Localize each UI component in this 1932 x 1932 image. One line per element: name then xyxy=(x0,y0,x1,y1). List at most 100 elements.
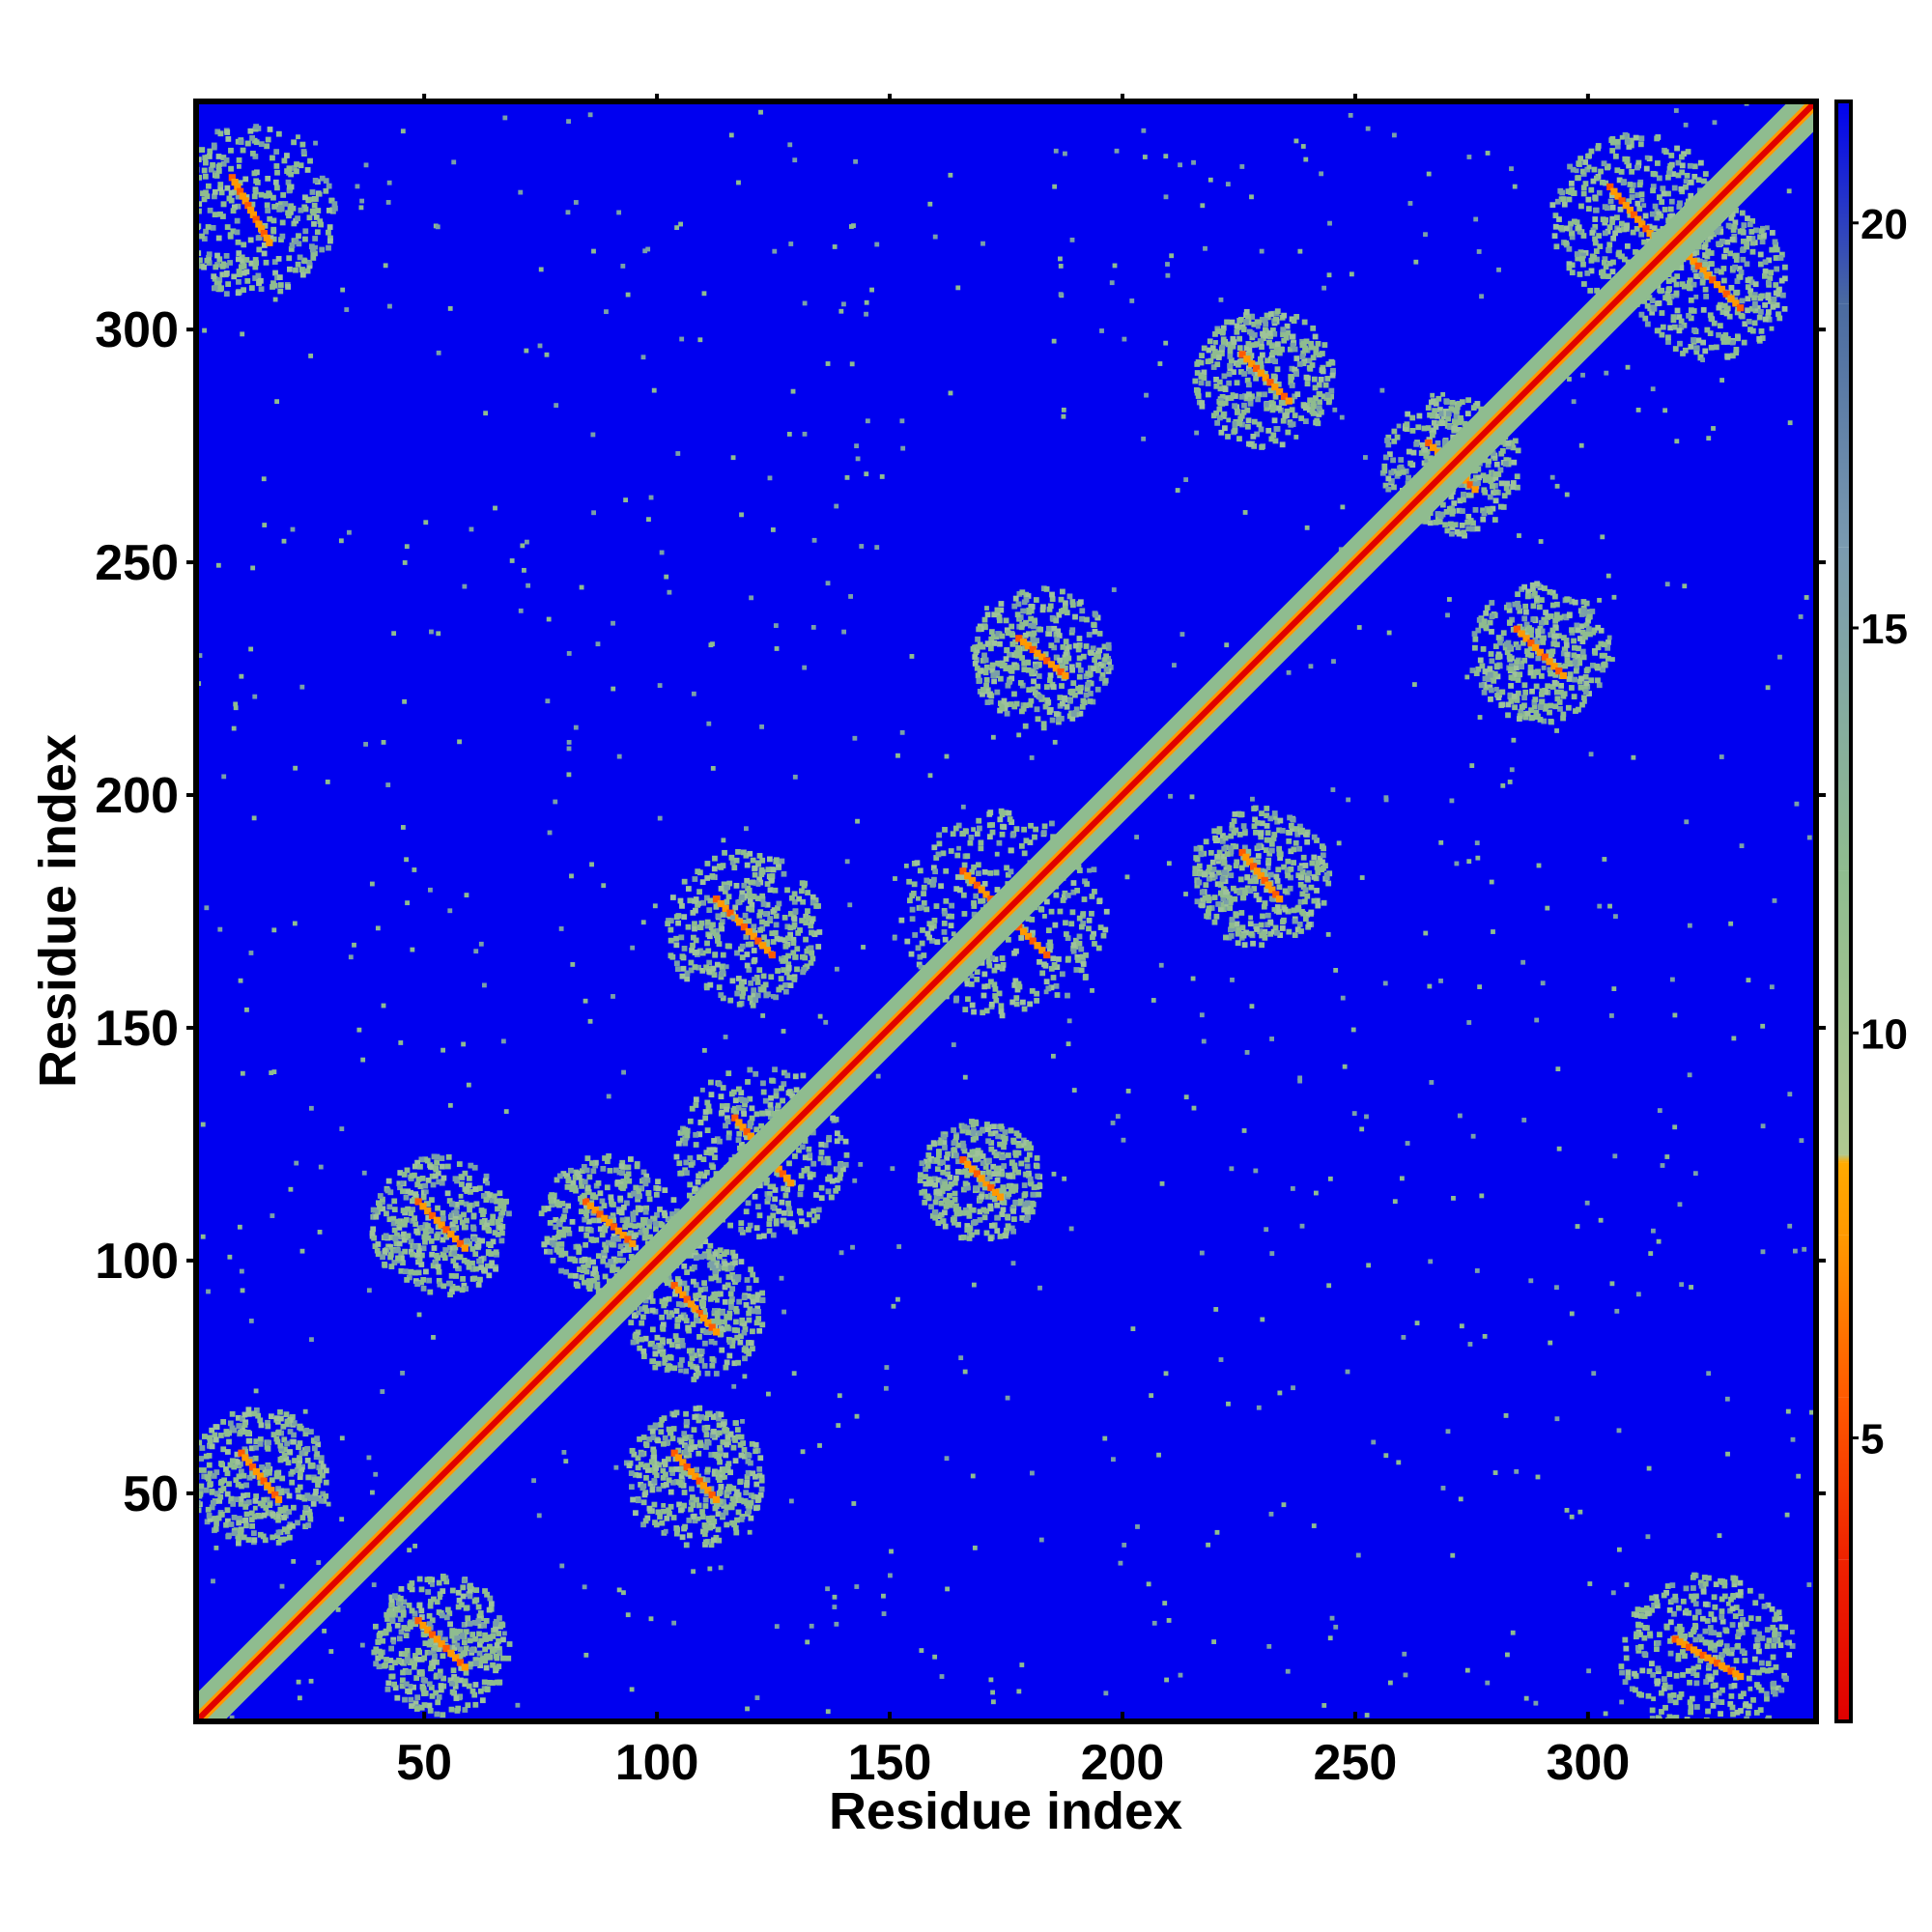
contact-cell xyxy=(431,1659,438,1665)
contact-cell xyxy=(1247,888,1254,895)
contact-cell xyxy=(930,1140,937,1147)
contact-cell xyxy=(992,1130,999,1136)
contact-cell xyxy=(700,1300,706,1307)
contact-cell xyxy=(687,1155,694,1161)
contact-cell xyxy=(736,919,744,926)
contact-cell xyxy=(942,827,948,833)
contact-cell xyxy=(609,1201,615,1208)
contact-cell xyxy=(579,1274,585,1281)
contact-cell xyxy=(260,1477,268,1485)
contact-cell xyxy=(1024,1200,1031,1207)
contact-cell xyxy=(649,1298,656,1304)
contact-cell xyxy=(729,1286,736,1293)
contact-cell xyxy=(934,939,941,946)
contact-cell xyxy=(746,905,752,912)
contact-cell xyxy=(809,950,815,956)
contact-cell xyxy=(1053,617,1060,624)
contact-cell xyxy=(224,224,231,230)
contact-cell xyxy=(1090,645,1096,652)
contact-cell xyxy=(417,1183,424,1189)
contact-cell xyxy=(257,1480,264,1486)
contact-cell xyxy=(375,1639,382,1645)
contact-cell xyxy=(767,1114,774,1121)
contact-cell xyxy=(323,187,329,194)
contact-cell xyxy=(739,993,746,1000)
contact-cell xyxy=(181,213,186,219)
contact-cell xyxy=(948,923,954,929)
contact-cell xyxy=(170,234,176,240)
contact-cell xyxy=(959,1209,966,1216)
contact-cell xyxy=(633,1184,639,1191)
contact-cell xyxy=(1028,615,1035,622)
contact-cell xyxy=(989,1222,995,1229)
contact-cell xyxy=(395,1247,401,1254)
contact-cell xyxy=(1083,974,1089,980)
contact-cell xyxy=(438,1683,444,1689)
contact-cell xyxy=(970,1207,977,1213)
contact-cell xyxy=(397,1595,404,1602)
contact-cell xyxy=(483,1197,490,1203)
contact-cell xyxy=(174,232,180,238)
contact-cell xyxy=(263,234,270,242)
contact-cell xyxy=(420,1245,427,1252)
contact-cell xyxy=(771,907,778,913)
contact-cell xyxy=(1026,607,1033,613)
contact-cell xyxy=(679,1534,686,1541)
contact-cell xyxy=(674,1286,683,1294)
contact-cell xyxy=(1009,819,1015,826)
contact-cell xyxy=(978,839,984,846)
contact-cell xyxy=(1025,660,1032,666)
contact-cell xyxy=(584,1155,591,1161)
contact-cell xyxy=(1306,870,1313,876)
contact-cell xyxy=(299,141,306,148)
contact-cell xyxy=(659,1314,666,1321)
contact-cell xyxy=(666,1507,671,1514)
contact-cell xyxy=(1045,985,1052,992)
contact-cell xyxy=(633,1312,639,1319)
contact-cell xyxy=(389,1673,396,1680)
contact-cell xyxy=(301,204,308,211)
contact-cell xyxy=(739,1123,747,1131)
contact-cell xyxy=(275,1529,282,1536)
contact-cell xyxy=(212,212,218,218)
contact-cell xyxy=(1054,637,1061,643)
contact-cell xyxy=(246,1474,253,1481)
contact-cell xyxy=(663,1471,668,1478)
contact-cell xyxy=(390,1610,396,1617)
contact-cell xyxy=(628,1470,635,1476)
contact-cell xyxy=(217,1493,224,1500)
contact-cell xyxy=(694,1466,699,1473)
contact-cell xyxy=(241,287,247,294)
contact-cell xyxy=(1034,942,1041,950)
contact-cell xyxy=(636,1188,641,1195)
contact-cell xyxy=(640,1348,647,1354)
contact-cell xyxy=(1297,881,1304,888)
contact-cell xyxy=(742,1101,748,1108)
contact-cell xyxy=(647,1425,654,1432)
contact-cell xyxy=(418,1586,425,1593)
contact-cell xyxy=(959,1155,967,1164)
contact-cell xyxy=(1064,645,1070,652)
contact-cell xyxy=(308,243,315,250)
contact-cell xyxy=(936,840,943,847)
contact-cell xyxy=(790,950,797,956)
contact-cell xyxy=(302,1505,309,1511)
contact-cell xyxy=(396,1180,403,1187)
contact-cell xyxy=(372,1623,379,1630)
contact-cell xyxy=(490,1213,497,1220)
contact-cell xyxy=(369,1230,376,1236)
contact-cell xyxy=(243,257,250,263)
contact-cell xyxy=(977,677,982,684)
contact-cell xyxy=(416,1603,423,1608)
contact-cell xyxy=(1211,828,1218,835)
contact-cell xyxy=(714,932,720,939)
contact-cell xyxy=(241,1429,247,1435)
contact-cell xyxy=(286,184,293,190)
contact-cell xyxy=(1264,806,1270,811)
contact-cell xyxy=(562,1227,569,1234)
contact-cell xyxy=(1322,863,1328,869)
contact-cell xyxy=(647,1480,654,1487)
contact-cell xyxy=(743,1128,751,1136)
contact-cell xyxy=(988,636,995,642)
contact-cell xyxy=(1088,665,1094,671)
